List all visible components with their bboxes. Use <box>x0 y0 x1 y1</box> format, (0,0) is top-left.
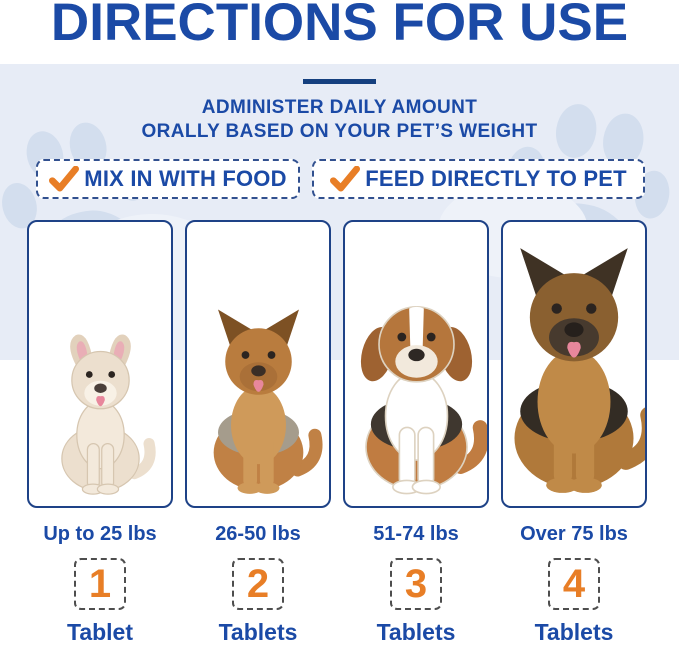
beagle-image <box>360 306 487 495</box>
tablet-count-row: 1 2 3 4 <box>27 558 652 610</box>
german-shepherd-image <box>514 248 645 493</box>
tablet-unit-label: Tablets <box>218 619 298 645</box>
feeding-option-mix-in-food: MIX IN WITH FOOD <box>36 159 300 199</box>
yorkshire-terrier-image <box>213 309 322 494</box>
subtitle-line-1: ADMINISTER DAILY AMOUNT <box>201 97 478 118</box>
dog-panel <box>501 220 647 508</box>
page-title: DIRECTIONS FOR USE <box>50 0 629 52</box>
weight-labels-row: Up to 25 lbs 26-50 lbs 51-74 lbs Over 75… <box>27 523 652 546</box>
dog-panel <box>343 220 489 508</box>
divider-bar <box>303 79 376 84</box>
tablet-unit-row: Tablet Tablets Tablets Tablets <box>27 619 652 646</box>
tablet-unit-label: Tablet <box>66 619 134 645</box>
checkmark-icon <box>49 166 80 192</box>
feeding-option-label: FEED DIRECTLY TO PET <box>365 166 627 191</box>
tablet-count-box: 1 <box>74 558 126 610</box>
tablet-count-box: 2 <box>232 558 284 610</box>
feeding-option-label: MIX IN WITH FOOD <box>84 166 287 191</box>
french-bulldog-image <box>60 334 156 495</box>
dog-panel <box>27 220 173 508</box>
weight-label: 51-74 lbs <box>373 523 459 545</box>
weight-label: 26-50 lbs <box>215 523 301 545</box>
dog-panels-row <box>27 220 647 508</box>
tablet-count-box: 4 <box>548 558 600 610</box>
subtitle-line-2: ORALLY BASED ON YOUR PET’S WEIGHT <box>141 121 538 142</box>
weight-label: Over 75 lbs <box>520 523 628 545</box>
tablet-unit-label: Tablets <box>376 619 456 645</box>
weight-label: Up to 25 lbs <box>43 523 157 545</box>
feeding-option-feed-directly: FEED DIRECTLY TO PET <box>312 159 645 199</box>
checkmark-icon <box>330 166 361 192</box>
tablet-unit-label: Tablets <box>534 619 614 645</box>
dog-panel <box>185 220 331 508</box>
tablet-count-box: 3 <box>390 558 442 610</box>
